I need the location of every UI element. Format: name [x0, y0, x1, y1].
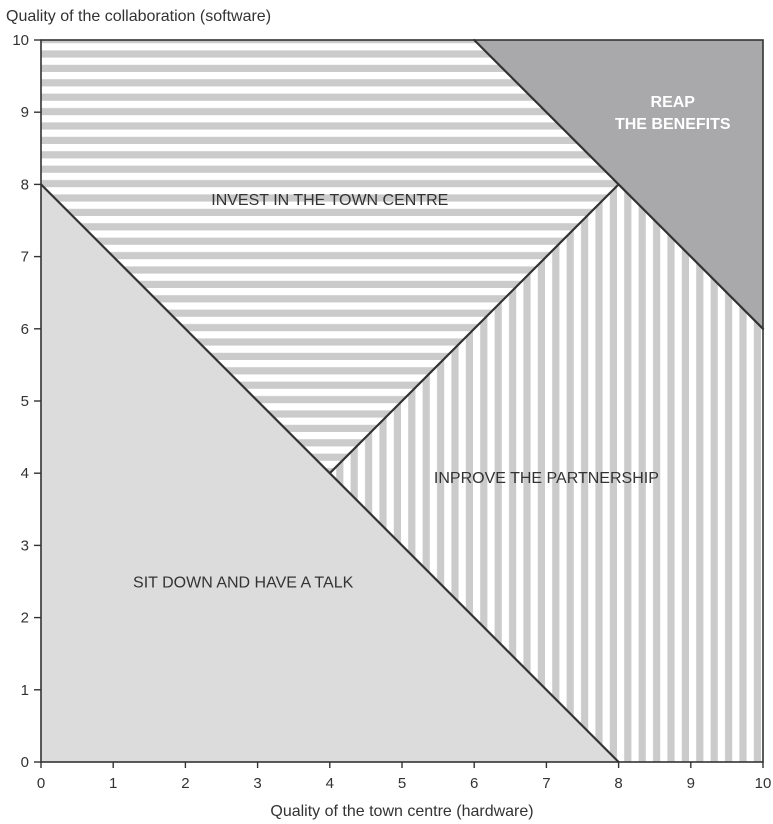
boundary-line-2	[328, 183, 620, 475]
x-tick-label: 7	[542, 775, 550, 792]
x-tick-label: 5	[398, 775, 406, 792]
y-tick-label: 6	[21, 321, 29, 338]
region-label-inprove-the-partnership: INPROVE THE PARTNERSHIP	[434, 470, 659, 487]
y-tick-label: 8	[21, 176, 29, 193]
boundary-line-3	[473, 38, 765, 330]
axes-layer: 0 1 2 3 4 5 6 7 8 9 10 0 1 2 3 4 5 6 7 8 9 10	[12, 32, 771, 792]
y-tick-label: 4	[21, 465, 29, 482]
y-tick-label: 10	[12, 32, 29, 49]
region-invest-in-the-town-centre	[41, 40, 619, 474]
region-label-reap-the-benefits: REAP THE BENEFITS	[615, 94, 731, 133]
y-tick-label: 2	[21, 610, 29, 627]
y-tick-label: 3	[21, 537, 29, 554]
x-tick-label: 10	[755, 775, 772, 792]
x-tick-label: 4	[326, 775, 334, 792]
y-tick-label: 1	[21, 682, 29, 699]
region-label-sit-down-and-have-a-talk: SIT DOWN AND HAVE A TALK	[133, 575, 354, 592]
region-label-invest-in-the-town-centre: INVEST IN THE TOWN CENTRE	[211, 192, 448, 209]
y-tick-label: 9	[21, 104, 29, 121]
x-tick-label: 0	[37, 775, 45, 792]
region-sit-down-and-have-a-talk	[41, 184, 619, 762]
labels-layer: SIT DOWN AND HAVE A TALK INVEST IN THE TO…	[133, 94, 731, 591]
x-tick-label: 6	[470, 775, 478, 792]
y-axis-title: Quality of the collaboration (software)	[6, 8, 271, 25]
region-inprove-the-partnership	[329, 184, 763, 762]
x-tick-label: 1	[109, 775, 117, 792]
y-tick-label: 7	[21, 249, 29, 266]
x-tick-label: 3	[253, 775, 261, 792]
boundaries-layer	[39, 38, 765, 764]
y-tick-label: 0	[21, 754, 29, 771]
x-axis-title: Quality of the town centre (hardware)	[270, 803, 533, 820]
x-tick-label: 9	[687, 775, 695, 792]
y-tick-label: 5	[21, 393, 29, 410]
x-tick-label: 2	[181, 775, 189, 792]
x-tick-label: 8	[614, 775, 622, 792]
